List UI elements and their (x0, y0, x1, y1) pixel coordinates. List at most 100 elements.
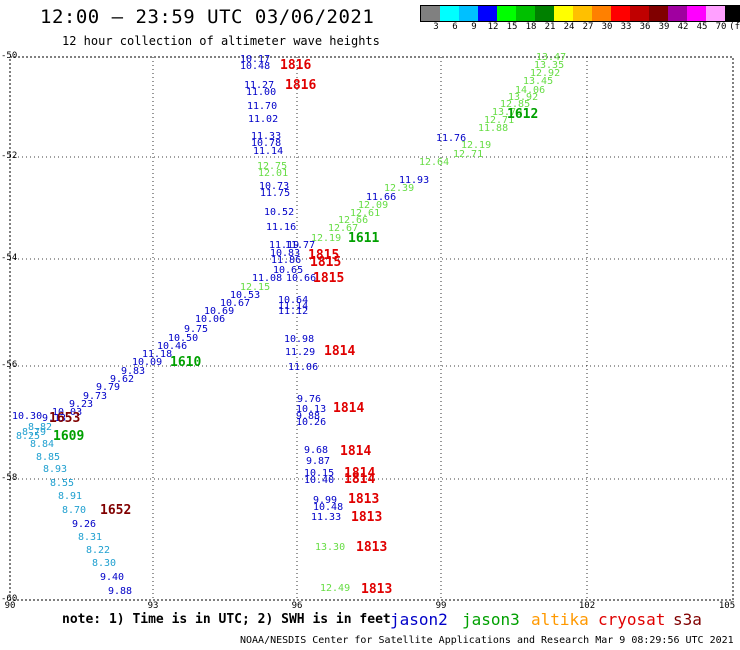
latitude-label: -52 (1, 151, 18, 161)
pass-time-label: 1652 (100, 503, 132, 518)
pass-time-label: 1815 (308, 248, 340, 263)
wave-height-value: 12.49 (320, 583, 351, 594)
color-scale-label: 39 (658, 22, 670, 32)
color-scale-label: 24 (563, 22, 575, 32)
latitude-label: -60 (1, 594, 18, 604)
wave-height-value: 12.71 (453, 149, 484, 160)
wave-height-value: 11.14 (253, 146, 284, 157)
wave-height-value: 8.82 (28, 422, 53, 433)
pass-time-label: 1815 (310, 255, 342, 270)
color-scale-label: 42 (677, 22, 689, 32)
pass-time-label: 1813 (356, 540, 388, 555)
wave-height-value: 9.88 (108, 586, 133, 597)
longitude-label: 96 (291, 601, 303, 611)
wave-height-value: 13.92 (508, 92, 539, 103)
wave-height-value: 8.93 (43, 464, 68, 475)
latitude-label: -50 (1, 51, 18, 61)
color-swatch (459, 6, 478, 21)
longitude-label: 102 (578, 601, 596, 611)
color-scale-label: 21 (544, 22, 556, 32)
wave-height-value: 11.02 (248, 114, 279, 125)
wave-height-value: 9.23 (69, 399, 94, 410)
wave-height-value: 11.93 (399, 175, 430, 186)
wave-height-value: 12.66 (338, 215, 369, 226)
wave-height-value: 10.53 (230, 290, 261, 301)
color-scale-label: 12 (487, 22, 499, 32)
color-scale-label: 3 (433, 22, 439, 32)
wave-height-value: 10.26 (296, 417, 327, 428)
wave-height-value: 12.75 (257, 161, 288, 172)
wave-height-value: 11.77 (285, 240, 316, 251)
pass-time-label: 1610 (170, 355, 202, 370)
wave-height-value: 12.01 (258, 168, 289, 179)
credit-footer: NOAA/NESDIS Center for Satellite Applica… (240, 635, 734, 646)
color-scale-label: 6 (452, 22, 458, 32)
color-swatch (421, 6, 440, 21)
wave-height-value: 8.30 (92, 558, 117, 569)
wave-height-value: 10.40 (304, 475, 335, 486)
wave-height-value: 13.47 (536, 52, 567, 63)
wave-height-value: 8.25 (16, 431, 41, 442)
wave-height-value: 13.45 (523, 76, 554, 87)
pass-time-label: 1815 (313, 271, 345, 286)
color-scale-label: 70 (715, 22, 727, 32)
legend-jason2: jason2 (390, 610, 448, 629)
wave-height-value: 10.06 (195, 314, 226, 325)
map-subtitle: 12 hour collection of altimeter wave hei… (62, 34, 380, 48)
units-note: note: 1) Time is in UTC; 2) SWH is in fe… (62, 612, 391, 627)
wave-height-value: 11.16 (266, 222, 297, 233)
wave-height-value: 8.31 (78, 532, 103, 543)
color-scale-label: 18 (525, 22, 537, 32)
wave-height-value: 13.35 (534, 60, 565, 71)
wave-height-value: 11.06 (288, 362, 319, 373)
longitude-label: 105 (718, 601, 736, 611)
wave-height-value: 9.68 (304, 445, 329, 456)
pass-time-label: 1816 (285, 78, 317, 93)
pass-time-label: 1611 (348, 231, 380, 246)
color-swatch (706, 6, 725, 21)
wave-height-value: 11.88 (478, 123, 509, 134)
wave-height-value: 11.33 (311, 512, 342, 523)
wave-height-value: 12.19 (461, 140, 492, 151)
wave-height-value: 13.70 (492, 107, 523, 118)
longitude-label: 93 (147, 601, 159, 611)
wave-height-value: 11.27 (244, 80, 275, 91)
wave-height-value: 11.75 (260, 188, 291, 199)
longitude-label: 90 (4, 601, 16, 611)
color-swatch (573, 6, 592, 21)
wave-height-value: 10.48 (313, 502, 344, 513)
wave-height-value: 12.85 (500, 99, 531, 110)
wave-height-value: 10.69 (204, 306, 235, 317)
wave-height-value: 11.18 (142, 349, 173, 360)
color-scale-label: 33 (620, 22, 632, 32)
wave-height-value: 10.50 (168, 333, 199, 344)
color-swatch (497, 6, 516, 21)
wave-height-value: 10.66 (286, 273, 317, 284)
pass-time-label: 1609 (53, 429, 85, 444)
color-swatch (440, 6, 459, 21)
wave-height-value: 8.55 (50, 478, 75, 489)
wave-height-value: 11.19 (269, 240, 300, 251)
color-scale-label: (ft) (729, 22, 740, 32)
pass-time-label: 1814 (333, 401, 365, 416)
latitude-label: -56 (1, 360, 18, 370)
legend-altika: altika (531, 610, 589, 629)
wave-height-value: 9.62 (110, 374, 135, 385)
wave-height-value: 9.26 (72, 519, 97, 530)
graticule (10, 57, 733, 600)
wave-height-value: 8.91 (58, 491, 83, 502)
wave-height-value: 10.46 (157, 341, 188, 352)
wave-height-value: 12.64 (419, 157, 450, 168)
wave-height-value: 11.00 (246, 87, 277, 98)
color-scale-label: 36 (639, 22, 651, 32)
wave-height-value: 10.30 (12, 411, 43, 422)
wave-height-value: 10.09 (132, 357, 163, 368)
wave-height-value: 11.29 (285, 347, 316, 358)
wave-height-value: 11.33 (251, 131, 282, 142)
longitude-label: 99 (435, 601, 447, 611)
color-scale-bar (420, 5, 740, 22)
wave-height-value: 12.92 (530, 68, 561, 79)
color-scale-label: 45 (696, 22, 708, 32)
color-swatch (535, 6, 554, 21)
